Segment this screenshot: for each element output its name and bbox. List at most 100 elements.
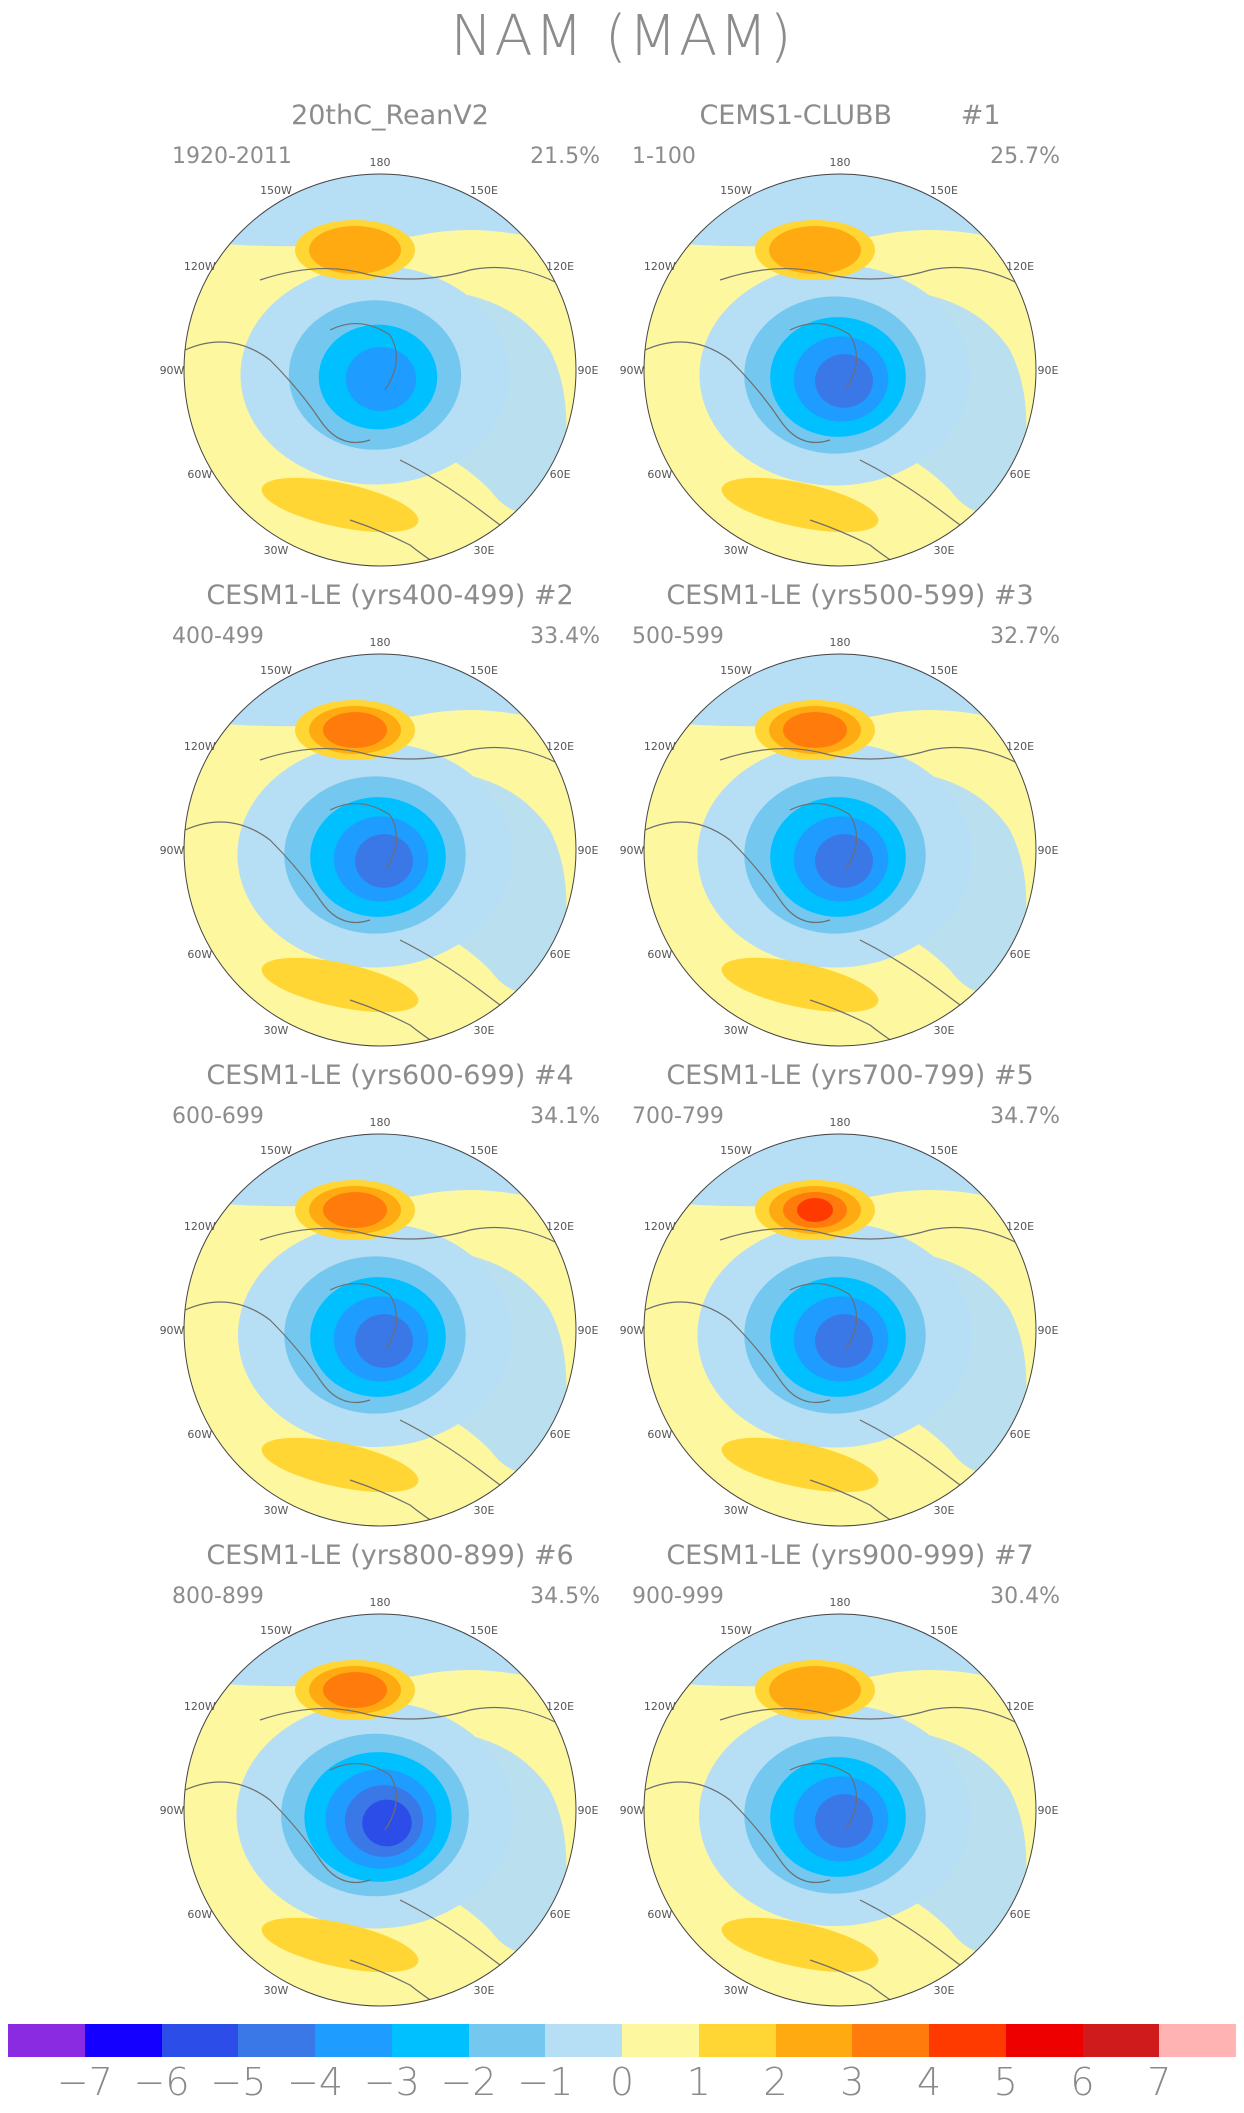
colorbar-tick-label: 5	[993, 2060, 1018, 2104]
longitude-label: 150W	[260, 184, 292, 197]
panel-variance: 21.5%	[530, 144, 600, 169]
longitude-label: 120W	[644, 1700, 676, 1713]
longitude-label: 120E	[1006, 260, 1034, 273]
colorbar-tick-label: 4	[916, 2060, 942, 2104]
longitude-label: 30W	[724, 1984, 749, 1997]
colorbar-tick-label: −2	[440, 2060, 497, 2104]
longitude-label: 180	[830, 1116, 851, 1129]
longitude-label: 150W	[260, 1144, 292, 1157]
negative-contour-level	[815, 1794, 873, 1848]
longitude-label: 90W	[160, 364, 185, 377]
colorbar-swatch	[1159, 2024, 1236, 2057]
colorbar-swatch	[84, 2024, 162, 2057]
map-panel: CESM1-LE (yrs500-599) #3 500-599 32.7% 180 1…	[580, 580, 1120, 1060]
panel-title: CESM1-LE (yrs500-599) #3	[666, 580, 1034, 611]
panel-variance: 34.7%	[990, 1104, 1060, 1129]
longitude-label: 30W	[264, 544, 289, 557]
longitude-label: 150E	[930, 1624, 958, 1637]
panel-title: CESM1-LE (yrs800-899) #6	[206, 1540, 574, 1571]
longitude-label: 90W	[160, 1804, 185, 1817]
colorbar-tick-label: −1	[517, 2060, 574, 2104]
map-boundary	[643, 1133, 1037, 1527]
longitude-label: 90E	[1038, 364, 1059, 377]
longitude-label: 60W	[187, 1428, 212, 1441]
longitude-label: 30E	[474, 1984, 495, 1997]
panel-period: 400-499	[172, 624, 264, 649]
map-panel: CEMS1-CLUBB #1 1-100 25.7% 180 150E 120E 90E 60…	[580, 100, 1120, 580]
panel-title: CESM1-LE (yrs900-999) #7	[666, 1540, 1034, 1571]
panel-title: CESM1-LE (yrs700-799) #5	[666, 1060, 1034, 1091]
longitude-label: 180	[830, 1596, 851, 1609]
negative-contour-level	[355, 1314, 413, 1368]
map-boundary	[643, 173, 1037, 567]
longitude-label: 60W	[647, 948, 672, 961]
longitude-label: 60E	[550, 468, 571, 481]
panel-period: 700-799	[632, 1104, 724, 1129]
panel-title: CESM1-LE (yrs400-499) #2	[206, 580, 574, 611]
panel-variance: 30.4%	[990, 1584, 1060, 1609]
map-panel: CESM1-LE (yrs700-799) #5 700-799 34.7% 180 1…	[580, 1060, 1120, 1540]
longitude-label: 60E	[550, 948, 571, 961]
polar-map: 180150E120E90E60E30E030W60W90W120W150W	[620, 1116, 1059, 1527]
map-panel: CESM1-LE (yrs400-499) #2 400-499 33.4% 180 1…	[120, 580, 660, 1060]
longitude-label: 60E	[1010, 948, 1031, 961]
positive-atlantic-anomaly	[721, 1917, 879, 1973]
longitude-label: 120W	[184, 740, 216, 753]
longitude-label: 60E	[1010, 1908, 1031, 1921]
colorbar-tick-label: 1	[686, 2060, 711, 2104]
longitude-label: 30E	[474, 1024, 495, 1037]
panel-title: 20thC_ReanV2	[291, 100, 489, 131]
longitude-label: 150E	[930, 664, 958, 677]
colorbar-swatch	[852, 2024, 929, 2057]
longitude-label: 30W	[264, 1504, 289, 1517]
positive-atlantic-anomaly	[721, 477, 879, 533]
positive-atlantic-anomaly	[261, 957, 419, 1013]
longitude-label: 60W	[647, 468, 672, 481]
longitude-label: 30E	[934, 544, 955, 557]
longitude-label: 120E	[546, 260, 574, 273]
polar-map: 180150E120E90E60E30E030W60W90W120W150W	[620, 156, 1059, 567]
longitude-label: 60E	[1010, 1428, 1031, 1441]
positive-pacific-anomaly	[323, 1192, 387, 1228]
longitude-label: 90W	[160, 1324, 185, 1337]
longitude-label: 90E	[578, 364, 599, 377]
colorbar-swatch	[8, 2024, 85, 2057]
negative-contour-level	[815, 834, 873, 888]
map-panel: CESM1-LE (yrs900-999) #7 900-999 30.4% 180 1…	[580, 1540, 1120, 2020]
longitude-label: 120E	[1006, 1700, 1034, 1713]
longitude-label: 180	[370, 1116, 391, 1129]
longitude-label: 150E	[470, 184, 498, 197]
panel-variance: 34.1%	[530, 1104, 600, 1129]
colorbar-tick-label: 7	[1147, 2060, 1172, 2104]
panel-period: 900-999	[632, 1584, 724, 1609]
negative-contour-level	[362, 1799, 412, 1847]
map-boundary	[643, 1613, 1037, 2007]
longitude-label: 60E	[1010, 468, 1031, 481]
longitude-label: 30E	[474, 544, 495, 557]
colorbar-swatch	[1082, 2024, 1160, 2057]
longitude-label: 90E	[1038, 844, 1059, 857]
longitude-label: 90W	[620, 364, 645, 377]
positive-pacific-anomaly	[769, 226, 861, 274]
longitude-label: 120W	[644, 740, 676, 753]
colorbar-swatch	[698, 2024, 776, 2057]
longitude-label: 150W	[720, 1144, 752, 1157]
map-panel: 20thC_ReanV2 1920-2011 21.5% 180 150E 120E 90E…	[120, 100, 660, 580]
longitude-label: 60E	[550, 1428, 571, 1441]
map-panel: CESM1-LE (yrs600-699) #4 600-699 34.1% 180 1…	[120, 1060, 660, 1540]
panel-period: 800-899	[172, 1584, 264, 1609]
panel-period: 1-100	[632, 144, 696, 169]
colorbar-swatch	[315, 2024, 392, 2057]
positive-pacific-anomaly	[323, 712, 387, 748]
polar-map: 180150E120E90E60E30E030W60W90W120W150W	[620, 1596, 1059, 2007]
map-boundary	[183, 173, 577, 567]
longitude-label: 150E	[930, 1144, 958, 1157]
panel-title: CESM1-LE (yrs600-699) #4	[206, 1060, 574, 1091]
longitude-label: 150E	[470, 1144, 498, 1157]
longitude-label: 60W	[187, 468, 212, 481]
longitude-label: 120W	[644, 260, 676, 273]
colorbar	[8, 2024, 1236, 2057]
colorbar-tick-label: 6	[1070, 2060, 1095, 2104]
longitude-label: 30E	[934, 1024, 955, 1037]
longitude-label: 120W	[184, 1220, 216, 1233]
